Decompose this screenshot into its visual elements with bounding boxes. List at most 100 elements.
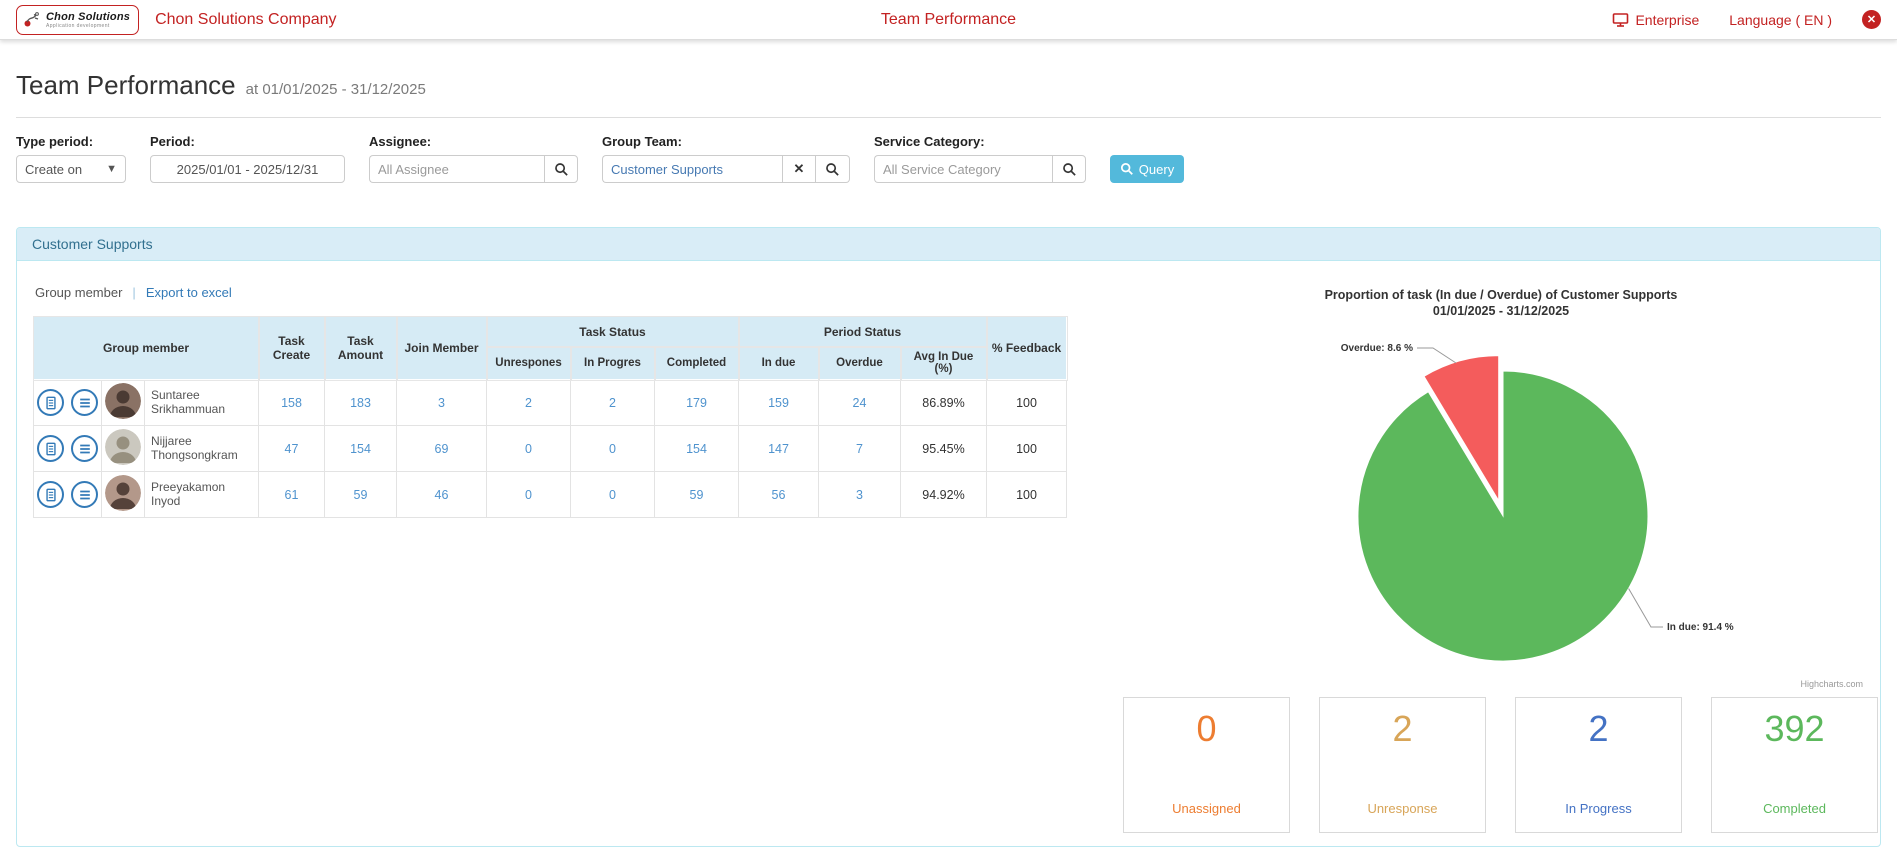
service-category-input[interactable] (874, 155, 1052, 183)
group-team-input[interactable] (602, 155, 782, 183)
main-content: Team Performance at 01/01/2025 - 31/12/2… (0, 70, 1897, 847)
cell-in-progres[interactable]: 2 (570, 379, 655, 426)
toolbar-separator: | (132, 285, 136, 300)
cell-unrespones[interactable]: 0 (486, 425, 571, 472)
cell-overdue[interactable]: 24 (818, 379, 901, 426)
logo-line1: Chon Solutions (46, 10, 131, 23)
enterprise-menu[interactable]: Enterprise (1612, 12, 1699, 28)
period-input[interactable] (150, 155, 345, 183)
cell-task-amount[interactable]: 154 (324, 425, 397, 472)
list-icon (79, 490, 90, 499)
cell-task-create[interactable]: 47 (258, 425, 325, 472)
filter-period: Period: (150, 134, 345, 183)
overdue-data-label: Overdue: 8.6 % (1341, 343, 1413, 354)
row-actions (33, 471, 102, 518)
period-label: Period: (150, 134, 195, 149)
document-icon (45, 488, 56, 501)
pie-slice-in-due[interactable] (1357, 370, 1649, 662)
chart-title-line2: 01/01/2025 - 31/12/2025 (1432, 304, 1570, 318)
cell-completed[interactable]: 59 (654, 471, 739, 518)
cell-overdue[interactable]: 3 (818, 471, 901, 518)
report-button[interactable] (37, 389, 64, 416)
cell-join-member[interactable]: 46 (396, 471, 487, 518)
header-overdue: Overdue (817, 345, 902, 381)
cell-task-create[interactable]: 61 (258, 471, 325, 518)
table-row: Suntaree Srikhammuan 158 183 3 2 2 179 1… (33, 379, 1067, 426)
filter-group-team: Group Team: ✕ (602, 134, 850, 183)
highcharts-credit[interactable]: Highcharts.com (1800, 679, 1863, 689)
type-period-select[interactable]: Create on ▼ (16, 155, 126, 183)
card-unresponse: 2 Unresponse (1319, 697, 1486, 833)
detail-list-button[interactable] (71, 389, 98, 416)
cell-feedback: 100 (986, 471, 1067, 518)
cell-in-due[interactable]: 159 (738, 379, 819, 426)
cell-unrespones[interactable]: 0 (486, 471, 571, 518)
query-button[interactable]: Query (1110, 155, 1184, 183)
member-name: Suntaree Srikhammuan (144, 379, 259, 426)
cell-in-due[interactable]: 56 (738, 471, 819, 518)
pie-slice-overdue[interactable] (1423, 355, 1500, 503)
type-period-label: Type period: (16, 134, 94, 149)
cell-in-progres[interactable]: 0 (570, 425, 655, 472)
cell-task-create[interactable]: 158 (258, 379, 325, 426)
document-icon (45, 442, 56, 455)
title-divider (16, 117, 1881, 118)
row-actions (33, 425, 102, 472)
report-button[interactable] (37, 435, 64, 462)
app-logo[interactable]: Chon Solutions Application development (16, 4, 140, 35)
cell-in-progres[interactable]: 0 (570, 471, 655, 518)
group-team-clear-button[interactable]: ✕ (782, 155, 816, 183)
cell-feedback: 100 (986, 425, 1067, 472)
avatar (105, 383, 141, 419)
card-label: Unassigned (1172, 801, 1241, 816)
chart-title-line1: Proportion of task (In due / Overdue) of… (1324, 288, 1678, 302)
assignee-search-button[interactable] (544, 155, 578, 183)
pie-chart: Overdue: 8.6 % In due: 91.4 % Highcharts… (1341, 343, 1863, 689)
report-button[interactable] (37, 481, 64, 508)
table-toolbar: Group member | Export to excel (33, 273, 1095, 300)
language-menu[interactable]: Language ( EN ) (1729, 12, 1832, 28)
detail-list-button[interactable] (71, 435, 98, 462)
cell-join-member[interactable]: 3 (396, 379, 487, 426)
group-team-search-button[interactable] (816, 155, 850, 183)
cell-task-amount[interactable]: 59 (324, 471, 397, 518)
header-avg-in-due: Avg In Due (%) (899, 345, 988, 381)
card-value: 2 (1392, 708, 1413, 749)
header-task-amount: Task Amount (323, 315, 398, 381)
member-name: Nijjaree Thongsongkram (144, 425, 259, 472)
filter-service-category: Service Category: (874, 134, 1086, 183)
header-task-create: Task Create (257, 315, 326, 381)
cell-avg-in-due: 86.89% (900, 379, 987, 426)
cell-unrespones[interactable]: 2 (486, 379, 571, 426)
monitor-icon (1613, 12, 1629, 27)
logo-text: Chon Solutions Application development (46, 11, 130, 29)
cell-completed[interactable]: 154 (654, 425, 739, 472)
clear-x-icon: ✕ (793, 161, 805, 176)
card-value: 392 (1764, 708, 1825, 749)
close-icon[interactable]: ✕ (1862, 10, 1881, 29)
search-icon (1120, 162, 1133, 175)
member-name: Preeyakamon Inyod (144, 471, 259, 518)
header-join-member: Join Member (395, 315, 488, 381)
card-value: 0 (1196, 708, 1217, 749)
table-section: Group member | Export to excel Group mem… (32, 273, 1095, 833)
cell-completed[interactable]: 179 (654, 379, 739, 426)
cell-avg-in-due: 95.45% (900, 425, 987, 472)
assignee-label: Assignee: (369, 134, 432, 149)
cell-overdue[interactable]: 7 (818, 425, 901, 472)
panel-title: Customer Supports (17, 228, 1880, 261)
filter-type-period: Type period: Create on ▼ (16, 134, 126, 183)
cell-in-due[interactable]: 147 (738, 425, 819, 472)
company-name: Chon Solutions Company (155, 10, 337, 28)
table-row: Nijjaree Thongsongkram 47 154 69 0 0 154… (33, 425, 1067, 472)
assignee-input[interactable] (369, 155, 544, 183)
row-avatar-cell (101, 379, 145, 426)
export-to-excel-link[interactable]: Export to excel (145, 285, 232, 300)
service-category-label: Service Category: (874, 134, 985, 149)
detail-list-button[interactable] (71, 481, 98, 508)
topbar-right: Enterprise Language ( EN ) ✕ (1612, 10, 1881, 29)
cell-task-amount[interactable]: 183 (324, 379, 397, 426)
service-category-search-button[interactable] (1052, 155, 1086, 183)
language-label: Language ( EN ) (1729, 11, 1832, 28)
cell-join-member[interactable]: 69 (396, 425, 487, 472)
